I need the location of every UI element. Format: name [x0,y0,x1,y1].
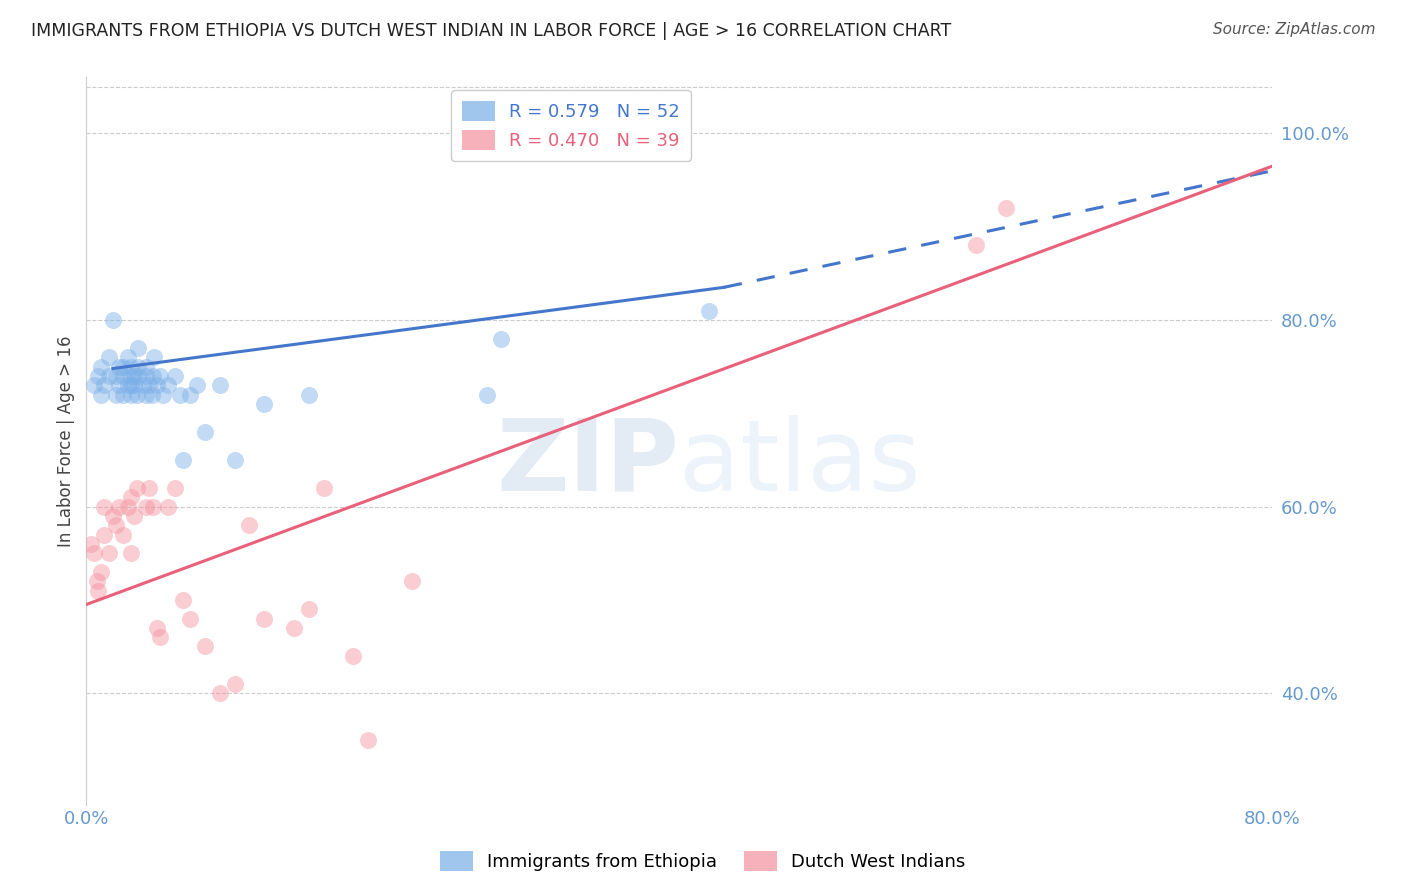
Point [152,387,174,401]
Point [965,238,987,252]
Point [142,500,165,514]
Point [475,387,498,401]
Point [135,387,157,401]
Point [117,378,139,392]
Point [143,351,166,365]
Point [697,303,720,318]
Point [312,481,335,495]
Point [224,453,246,467]
Point [491,332,513,346]
Point [179,611,201,625]
Point [120,368,142,383]
Point [112,527,135,541]
Point [127,368,149,383]
Point [83,378,105,392]
Point [208,686,231,700]
Legend: R = 0.579   N = 52, R = 0.470   N = 39: R = 0.579 N = 52, R = 0.470 N = 39 [451,90,690,161]
Point [135,368,157,383]
Point [112,387,135,401]
Point [169,387,191,401]
Point [994,201,1017,215]
Point [172,453,194,467]
Point [120,490,142,504]
Point [112,368,135,383]
Text: IMMIGRANTS FROM ETHIOPIA VS DUTCH WEST INDIAN IN LABOR FORCE | AGE > 16 CORRELAT: IMMIGRANTS FROM ETHIOPIA VS DUTCH WEST I… [31,22,952,40]
Point [142,368,165,383]
Point [97,368,120,383]
Point [122,378,145,392]
Point [104,387,127,401]
Point [93,527,115,541]
Point [97,546,120,560]
Point [125,387,148,401]
Point [186,378,208,392]
Point [108,378,131,392]
Point [156,500,179,514]
Y-axis label: In Labor Force | Age > 16: In Labor Force | Age > 16 [58,335,75,547]
Point [90,359,112,374]
Point [120,546,142,560]
Legend: Immigrants from Ethiopia, Dutch West Indians: Immigrants from Ethiopia, Dutch West Ind… [433,844,973,879]
Point [146,621,169,635]
Point [120,359,142,374]
Text: ZIP: ZIP [496,415,679,512]
Point [122,508,145,523]
Point [87,368,110,383]
Point [104,368,127,383]
Point [208,378,231,392]
Point [253,397,276,411]
Point [90,565,112,579]
Point [146,378,169,392]
Point [120,378,142,392]
Point [90,387,112,401]
Point [357,732,380,747]
Point [172,592,194,607]
Point [141,387,163,401]
Point [342,648,364,663]
Point [131,378,153,392]
Point [80,537,103,551]
Point [238,518,260,533]
Point [101,508,124,523]
Point [108,500,131,514]
Point [101,313,124,327]
Text: atlas: atlas [679,415,921,512]
Point [127,359,149,374]
Point [165,481,187,495]
Point [194,640,217,654]
Point [125,481,148,495]
Point [298,387,321,401]
Point [194,425,217,439]
Point [135,359,157,374]
Point [104,518,127,533]
Point [117,500,139,514]
Point [253,611,276,625]
Point [179,387,201,401]
Point [224,677,246,691]
Point [156,378,179,392]
Point [93,378,115,392]
Point [149,368,172,383]
Point [135,500,157,514]
Point [97,351,120,365]
Point [122,368,145,383]
Point [93,500,115,514]
Point [283,621,305,635]
Point [117,351,139,365]
Point [112,359,135,374]
Point [120,387,142,401]
Point [83,546,105,560]
Point [165,368,187,383]
Point [138,378,160,392]
Point [87,583,110,598]
Text: Source: ZipAtlas.com: Source: ZipAtlas.com [1212,22,1375,37]
Point [108,359,131,374]
Point [127,341,149,355]
Point [401,574,423,589]
Point [138,481,160,495]
Point [86,574,108,589]
Point [149,630,172,644]
Point [298,602,321,616]
